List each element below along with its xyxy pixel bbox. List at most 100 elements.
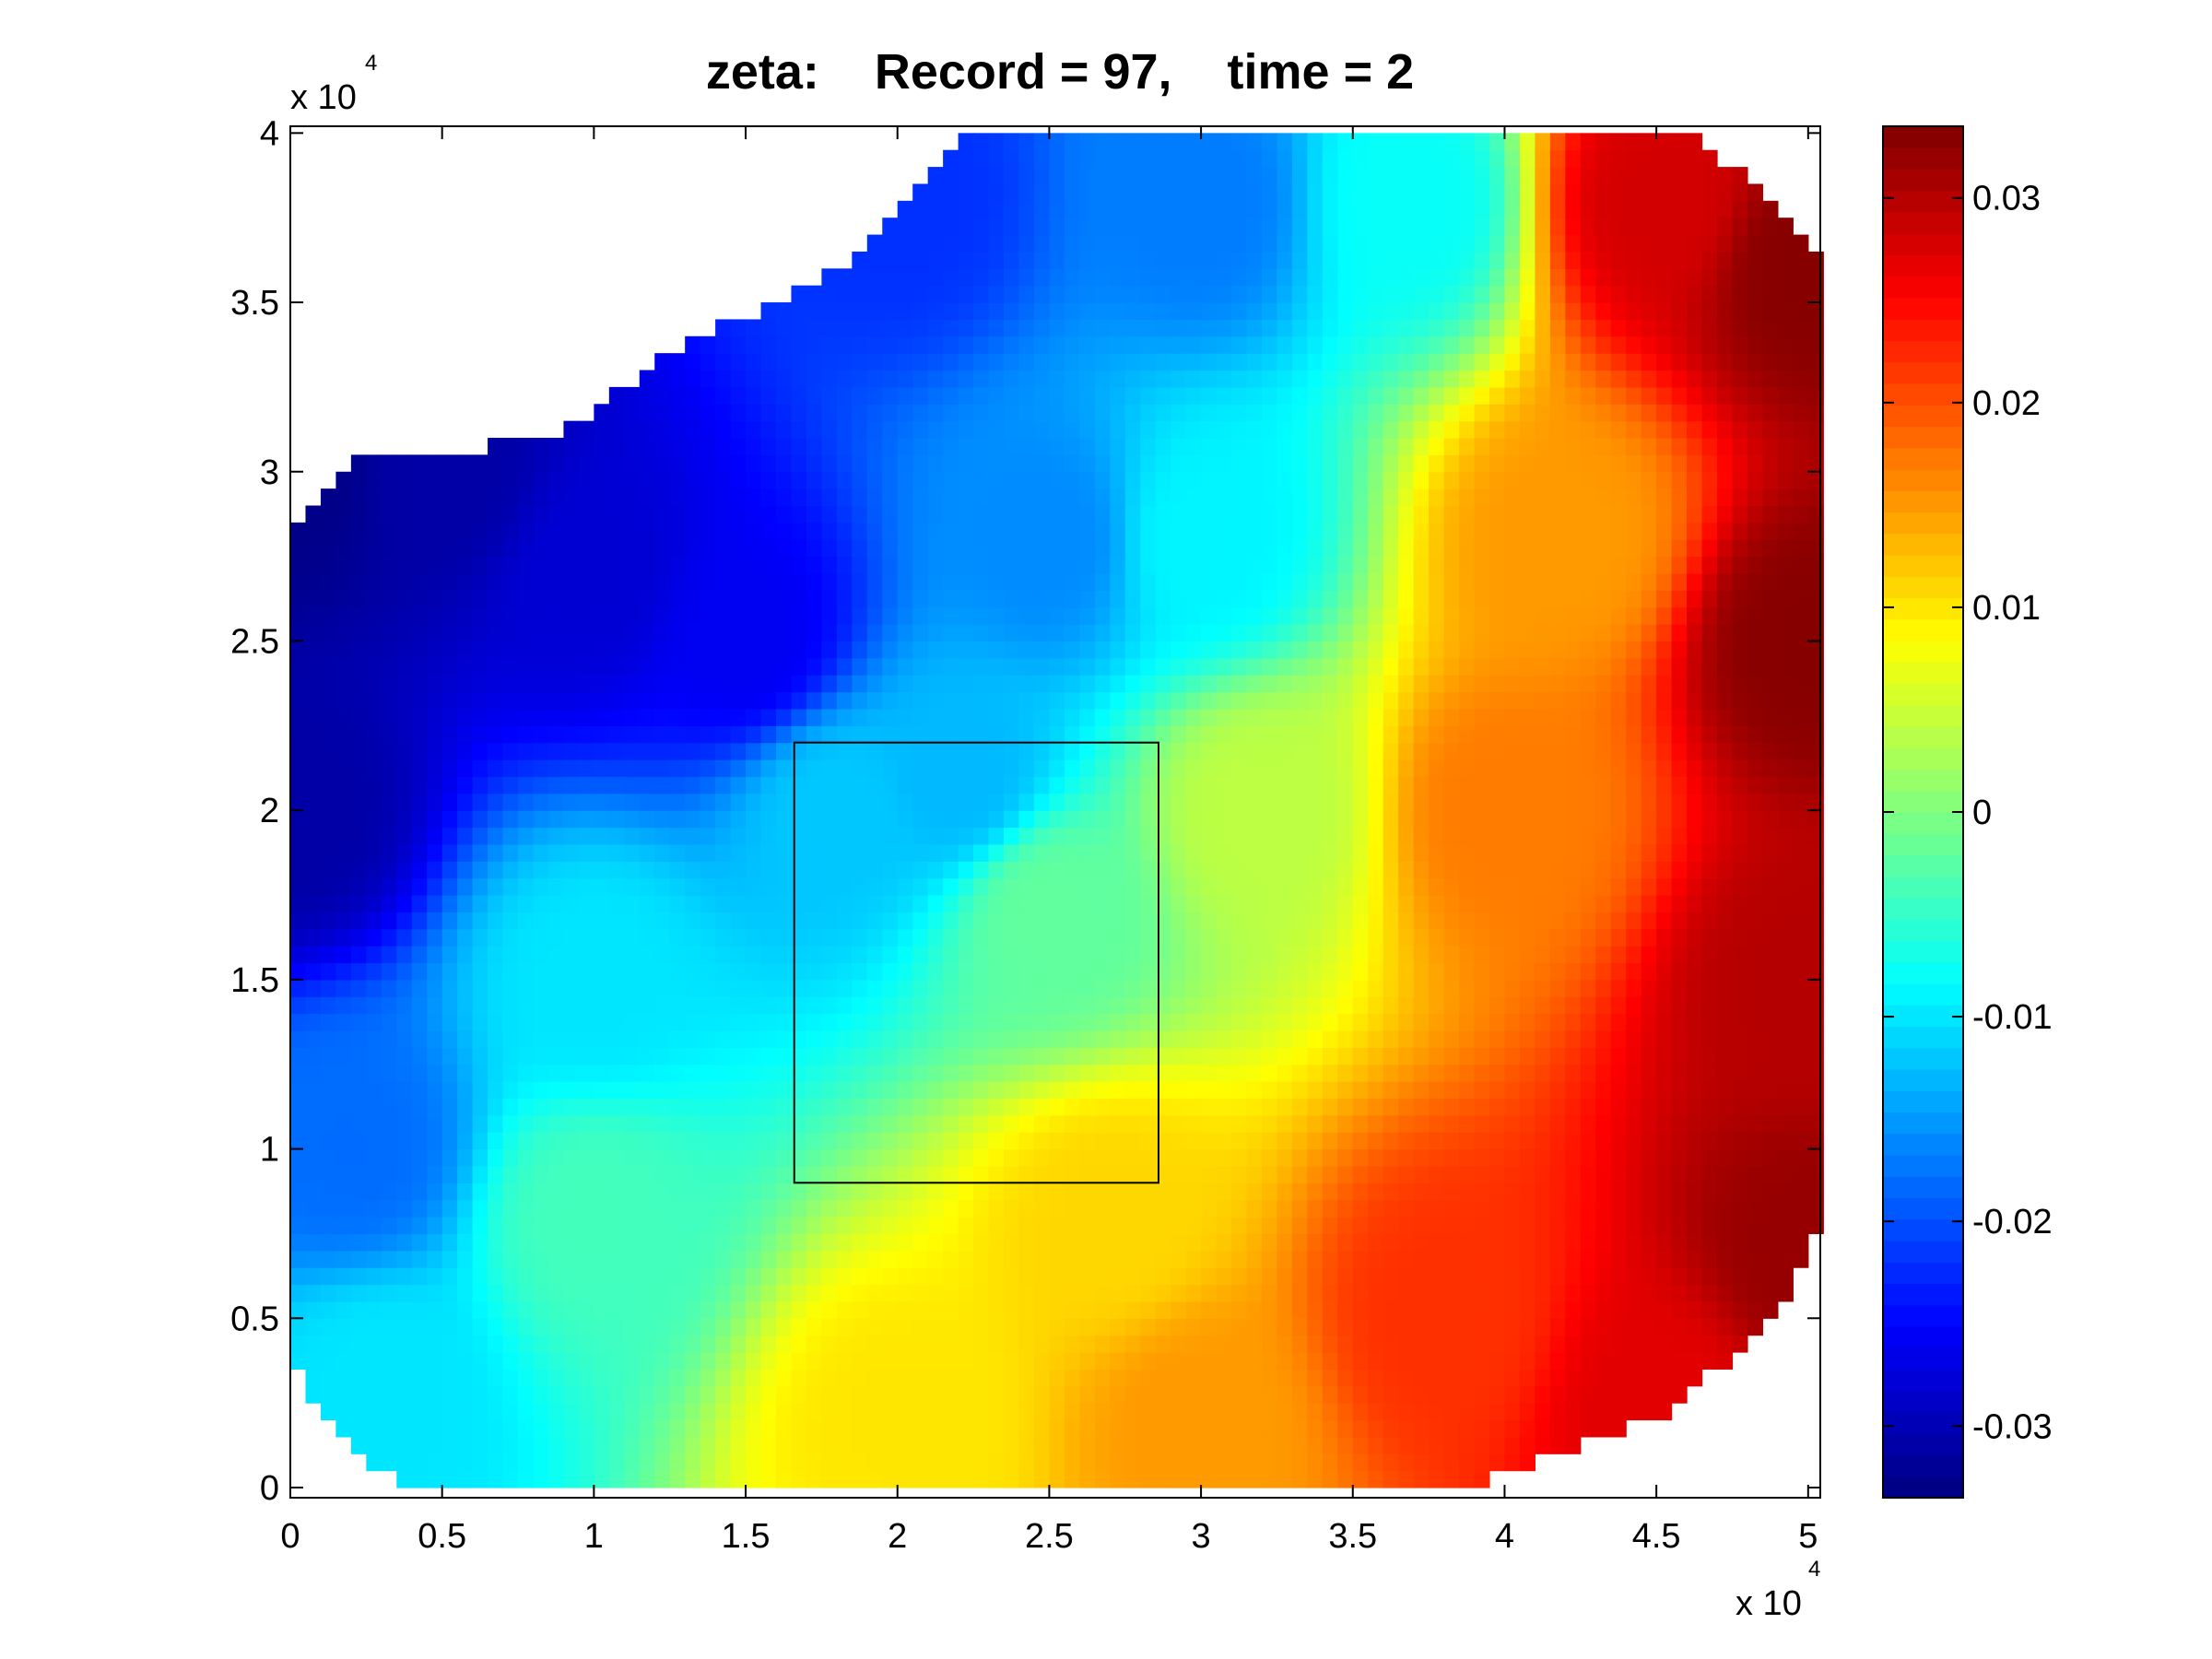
field-cell — [441, 759, 458, 778]
field-cell — [578, 742, 594, 760]
field-cell — [1185, 234, 1202, 253]
field-cell — [866, 1470, 883, 1488]
field-cell — [624, 843, 641, 862]
field-cell — [502, 1284, 519, 1302]
field-cell — [821, 319, 838, 337]
field-cell — [746, 877, 762, 896]
field-cell — [806, 370, 822, 388]
field-cell — [852, 691, 868, 710]
field-cell — [821, 1064, 838, 1082]
field-cell — [594, 877, 610, 896]
field-cell — [866, 420, 883, 439]
field-cell — [897, 928, 913, 947]
field-cell — [381, 979, 397, 997]
field-cell — [1004, 1352, 1020, 1370]
field-cell — [1337, 827, 1354, 845]
field-cell — [730, 590, 747, 608]
field-cell — [988, 285, 1005, 303]
field-cell — [715, 725, 732, 744]
field-cell — [988, 167, 1005, 185]
field-cell — [427, 1335, 443, 1353]
field-cell — [1018, 149, 1035, 168]
field-cell — [1079, 1436, 1096, 1454]
field-cell — [1337, 1385, 1354, 1404]
field-cell — [1171, 285, 1187, 303]
field-cell — [1216, 353, 1232, 371]
field-cell — [897, 1385, 913, 1404]
field-cell — [639, 420, 655, 439]
field-cell — [669, 539, 686, 558]
field-cell — [806, 505, 822, 524]
field-cell — [441, 877, 458, 896]
field-cell — [608, 996, 625, 1015]
field-cell — [1322, 675, 1338, 693]
field-cell — [1277, 167, 1293, 185]
field-cell — [1291, 691, 1308, 710]
field-cell — [502, 1081, 519, 1100]
field-cell — [1079, 302, 1096, 321]
field-cell — [1004, 200, 1020, 218]
field-cell — [594, 1318, 610, 1336]
field-cell — [547, 1284, 565, 1302]
field-cell — [396, 946, 413, 964]
field-cell — [1216, 1030, 1232, 1048]
field-cell — [488, 1300, 504, 1319]
field-cell — [518, 572, 535, 591]
field-cell — [1110, 877, 1126, 896]
field-cell — [578, 1335, 594, 1353]
field-cell — [775, 691, 793, 710]
field-cell — [685, 996, 701, 1015]
field-cell — [290, 996, 307, 1015]
field-cell — [669, 1453, 686, 1472]
field-cell — [320, 1267, 337, 1286]
field-cell — [290, 657, 307, 676]
field-cell — [1140, 539, 1157, 558]
field-cell — [1018, 370, 1035, 388]
field-cell — [411, 1470, 428, 1488]
field-cell — [533, 1148, 549, 1167]
field-cell — [897, 1300, 913, 1319]
field-cell — [1307, 776, 1324, 794]
field-cell — [775, 1385, 793, 1404]
field-cell — [806, 877, 822, 896]
field-cell — [685, 1030, 701, 1048]
field-cell — [943, 606, 959, 625]
field-cell — [305, 1098, 322, 1116]
field-cell — [821, 1233, 838, 1252]
field-cell — [1322, 454, 1338, 473]
field-cell — [1033, 1199, 1051, 1218]
field-cell — [608, 1403, 625, 1421]
field-cell — [1004, 708, 1020, 726]
field-cell — [1004, 438, 1020, 455]
field-cell — [912, 454, 929, 473]
field-cell — [988, 742, 1005, 760]
field-cell — [897, 370, 913, 388]
field-cell — [973, 962, 990, 981]
field-cell — [457, 861, 474, 879]
field-cell — [1110, 1284, 1126, 1302]
field-cell — [1231, 386, 1248, 405]
field-cell — [1064, 624, 1080, 642]
field-cell — [1094, 1352, 1111, 1370]
field-cell — [669, 979, 686, 997]
field-cell — [502, 979, 519, 997]
field-cell — [836, 928, 853, 947]
field-cell — [669, 1233, 686, 1252]
field-cell — [836, 776, 853, 794]
field-cell — [897, 1284, 913, 1302]
field-cell — [821, 505, 838, 524]
field-cell — [927, 370, 944, 388]
field-cell — [1033, 370, 1051, 388]
field-cell — [866, 1250, 883, 1268]
field-cell — [1064, 895, 1080, 912]
field-cell — [1064, 505, 1080, 524]
field-cell — [1307, 572, 1324, 591]
field-cell — [897, 1403, 913, 1421]
field-cell — [973, 1098, 990, 1116]
field-cell — [639, 438, 655, 455]
field-cell — [746, 725, 762, 744]
field-cell — [897, 1250, 913, 1268]
field-cell — [897, 962, 913, 981]
field-cell — [488, 1369, 504, 1387]
field-cell — [715, 556, 732, 574]
